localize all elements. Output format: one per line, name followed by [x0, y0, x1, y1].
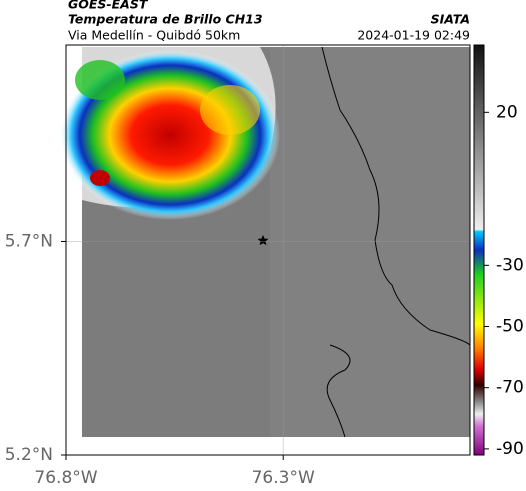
colorbar-tick-label: -90 — [496, 439, 524, 459]
subtitle: Temperatura de Brillo CH13 — [68, 12, 263, 27]
colorbar-tick-label: 20 — [496, 102, 518, 122]
colorbar — [473, 44, 485, 456]
map-frame — [65, 44, 471, 456]
y-tick-label: 5.7°N — [5, 231, 53, 251]
colorbar-tick-label: -50 — [496, 316, 524, 336]
colorbar-tick-label: -70 — [496, 378, 524, 398]
datetime: 2024-01-19 02:49 — [357, 28, 470, 43]
x-tick-label: 76.8°W — [34, 468, 97, 488]
station-marker — [257, 235, 269, 246]
colorbar-tick-label: -30 — [496, 255, 524, 275]
region: Via Medellín - Quibdó 50km — [68, 28, 240, 43]
x-tick-label: 76.3°W — [252, 468, 315, 488]
y-tick-label: 5.2°N — [5, 445, 53, 465]
satellite-image — [60, 47, 470, 437]
title: GOES-EAST — [68, 0, 149, 12]
border — [321, 46, 471, 438]
source: SIATA — [431, 12, 470, 27]
